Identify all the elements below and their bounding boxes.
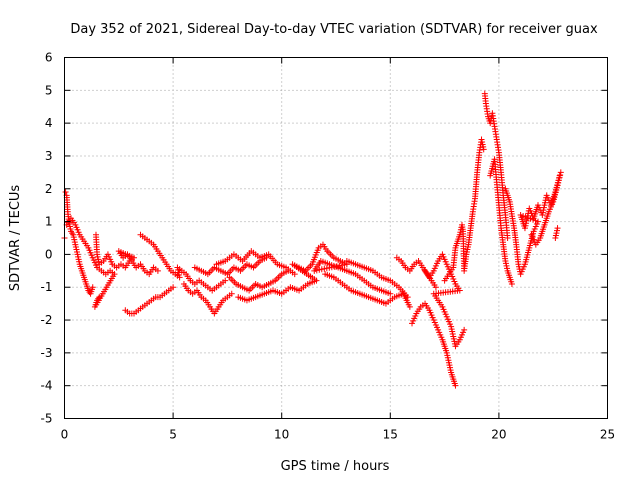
- data-point: [504, 235, 511, 241]
- data-point: [557, 171, 564, 178]
- data-point: [508, 280, 515, 287]
- data-point: [170, 284, 177, 291]
- data-point: [89, 284, 96, 291]
- data-point: [321, 265, 328, 272]
- y-tick-label: 4: [45, 116, 53, 130]
- y-tick-label: -4: [41, 379, 53, 393]
- x-tick-label: 0: [61, 428, 69, 442]
- data-points: [61, 90, 564, 389]
- data-point: [222, 277, 229, 284]
- x-axis: 0 5 10 15 20 25: [61, 57, 615, 442]
- x-tick-label: 20: [491, 428, 506, 442]
- x-axis-label: GPS time / hours: [281, 459, 390, 474]
- data-point: [556, 174, 563, 181]
- x-tick-label: 10: [274, 428, 289, 442]
- y-tick-label: -3: [41, 346, 53, 360]
- data-point: [432, 284, 439, 291]
- data-point: [338, 262, 345, 269]
- y-tick-label: -5: [41, 412, 53, 426]
- data-point: [461, 326, 468, 333]
- data-point: [557, 169, 564, 176]
- data-point: [387, 290, 394, 297]
- y-axis: -5 -4 -3 -2 -1 0 1 2 3 4 5 6: [41, 51, 608, 426]
- data-point: [318, 266, 325, 273]
- x-tick-label: 25: [600, 428, 615, 442]
- data-point: [452, 382, 459, 389]
- data-point: [480, 146, 487, 153]
- y-tick-label: 6: [45, 51, 53, 65]
- x-tick-label: 15: [383, 428, 398, 442]
- data-point: [323, 265, 330, 272]
- y-tick-label: 2: [45, 182, 53, 196]
- x-tick-label: 5: [169, 428, 177, 442]
- y-tick-label: -1: [41, 280, 53, 294]
- y-axis-label: SDTVAR / TECUs: [8, 185, 23, 292]
- data-point: [404, 294, 411, 301]
- y-tick-label: 0: [45, 247, 53, 261]
- data-point: [555, 177, 562, 184]
- y-tick-label: 1: [45, 215, 53, 229]
- data-point: [552, 235, 559, 241]
- data-point: [406, 303, 413, 310]
- chart-title: Day 352 of 2021, Sidereal Day-to-day VTE…: [70, 22, 598, 37]
- y-tick-label: 5: [45, 83, 53, 97]
- y-tick-label: 3: [45, 149, 53, 163]
- data-point: [555, 179, 562, 186]
- data-point: [62, 189, 69, 196]
- data-point: [154, 267, 161, 274]
- data-point: [228, 290, 235, 297]
- data-point: [96, 294, 103, 301]
- data-point: [341, 261, 348, 268]
- data-point: [554, 182, 561, 189]
- y-tick-label: -2: [41, 313, 53, 327]
- plot-frame: [64, 57, 608, 419]
- data-point: [291, 271, 298, 278]
